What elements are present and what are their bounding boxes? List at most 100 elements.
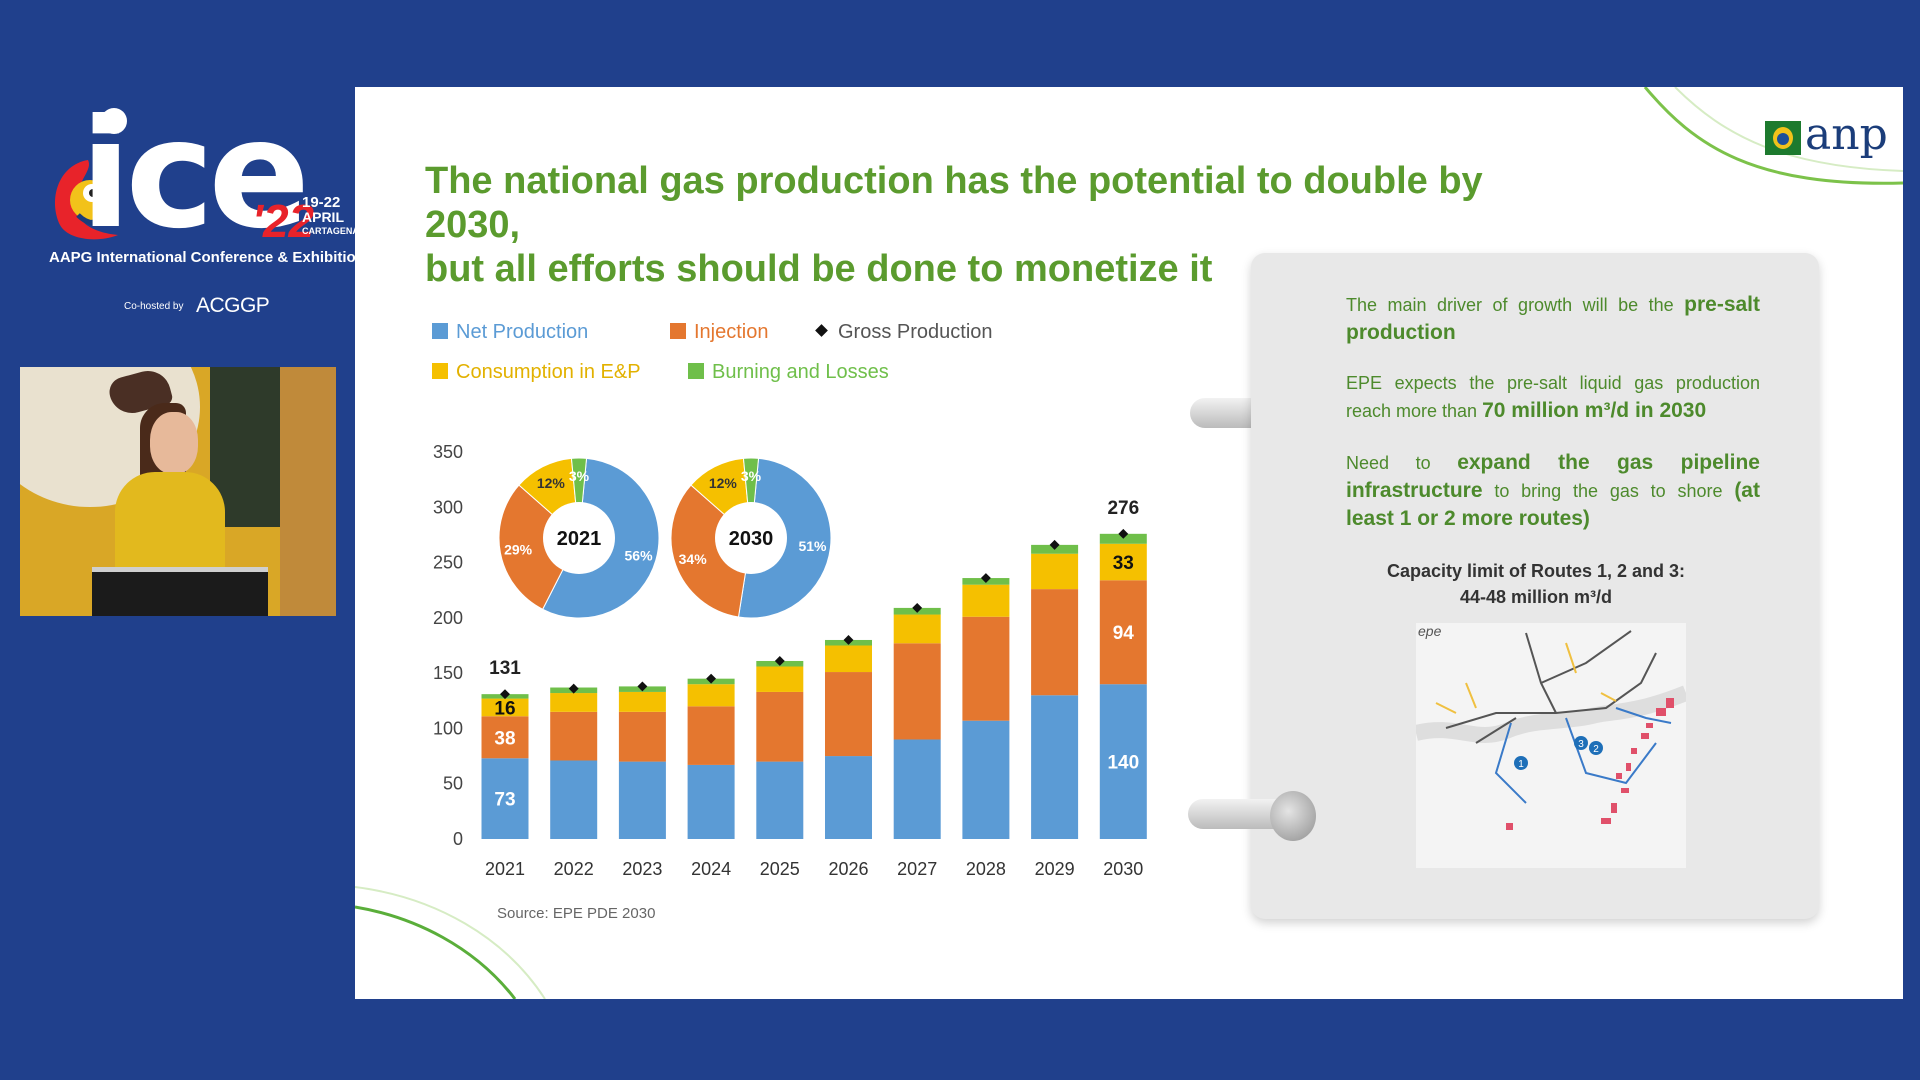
bar-consumption-2029 [1031, 553, 1079, 590]
y-tick-label: 250 [433, 553, 463, 573]
bar-consumption-2025 [756, 666, 804, 692]
pie-2021-slice-injection [498, 484, 580, 610]
bar-net-2021 [481, 758, 529, 839]
route-1-label: 1 [1518, 759, 1524, 770]
presentation-slide: The national gas production has the pote… [355, 87, 1903, 999]
pie-2030-label-consumption: 12% [709, 475, 738, 491]
y-tick-label: 50 [443, 774, 463, 794]
legend-gross: Gross Production [815, 321, 993, 344]
legend-injection-label: Injection [694, 321, 769, 343]
gross-marker-2027 [912, 602, 923, 613]
pie-2021-slice-burning [570, 457, 588, 539]
pie-2021-label-burning: 3% [569, 468, 590, 484]
pie-2021-label-net: 56% [625, 547, 654, 563]
card-point-3: Need to expand the gas pipeline infrastr… [1346, 449, 1760, 533]
anp-logo: anp [1765, 113, 1895, 157]
speaker-video[interactable] [20, 367, 336, 616]
segment-label-net-2021: 73 [494, 790, 515, 811]
pipeline-map: 1 2 3 epe [1416, 623, 1686, 868]
cohost-org: ACGGP [195, 294, 270, 317]
bar-consumption-2021 [481, 698, 529, 717]
gross-marker-2023 [637, 681, 648, 692]
card-p3-bold: expand the gas pipeline infrastructure [1346, 451, 1760, 502]
slide-title: The national gas production has the pote… [425, 159, 1525, 291]
gross-marker-2021 [500, 689, 510, 700]
gross-marker-2028 [980, 573, 991, 584]
bar-consumption-2026 [825, 645, 872, 673]
bar-net-2025 [756, 761, 804, 839]
gross-marker-2025 [774, 656, 785, 666]
bar-injection-2021 [481, 716, 529, 759]
x-tick-label-2027: 2027 [897, 859, 937, 879]
speaker-head [150, 412, 198, 474]
bar-consumption-2030 [1099, 543, 1147, 581]
legend-consumption-swatch [432, 363, 448, 379]
legend-injection: Injection [670, 321, 769, 344]
segment-label-consumption-2030: 33 [1113, 553, 1134, 574]
conference-logo: ice '22 19-22 APRIL CARTAGENA [40, 100, 360, 275]
x-tick-label-2024: 2024 [691, 859, 731, 879]
bar-consumption-2022 [550, 693, 598, 712]
gross-marker-2029 [1049, 539, 1060, 550]
x-tick-label-2023: 2023 [622, 859, 662, 879]
bar-injection-2027 [893, 643, 941, 740]
info-card: The main driver of growth will be the pr… [1251, 253, 1819, 919]
pie-2021-label-consumption: 12% [537, 475, 566, 491]
card-p3-mid: to bring the gas to shore [1494, 481, 1723, 501]
capacity-limit-text: Capacity limit of Routes 1, 2 and 3: 44-… [1311, 558, 1761, 610]
x-tick-label-2021: 2021 [485, 859, 525, 879]
bar-injection-2024 [687, 706, 735, 765]
bar-net-2024 [687, 764, 735, 839]
bar-net-2022 [550, 760, 598, 839]
gross-marker-2024 [706, 673, 717, 684]
bar-net-2026 [825, 756, 872, 839]
card-point-2: EPE expects the pre-salt liquid gas prod… [1346, 369, 1760, 425]
bar-net-2023 [618, 761, 666, 839]
slide-decor-curves [355, 87, 1903, 999]
total-label-2030: 276 [1107, 498, 1139, 519]
legend-consumption: Consumption in E&P [432, 361, 641, 384]
bar-injection-2026 [825, 672, 872, 757]
chart-source: Source: EPE PDE 2030 [497, 905, 656, 922]
bar-injection-2022 [550, 711, 598, 761]
legend-burning-label: Burning and Losses [712, 361, 889, 383]
pie-2030-slice-injection [670, 484, 752, 618]
slide-title-line1: The national gas production has the pote… [425, 160, 1483, 246]
legend-net-swatch [432, 323, 448, 339]
podium [92, 572, 268, 616]
x-tick-label-2022: 2022 [554, 859, 594, 879]
bar-injection-2023 [618, 711, 666, 762]
segment-label-net-2030: 140 [1107, 753, 1139, 774]
gross-marker-2026 [843, 635, 854, 645]
bar-injection-2028 [962, 616, 1010, 721]
ice-dot [101, 108, 127, 134]
card-p2-bold: 70 million m³/d in 2030 [1482, 399, 1707, 422]
cohost-label: Co-hosted by [124, 300, 184, 312]
pie-2030-hole [715, 502, 787, 574]
bar-injection-2029 [1031, 589, 1079, 696]
route-3-label: 3 [1578, 739, 1584, 750]
y-tick-label: 100 [433, 718, 463, 738]
total-label-2021: 131 [489, 658, 521, 679]
conference-name: AAPG International Conference & Exhibiti… [49, 249, 365, 266]
segment-label-injection-2030: 94 [1113, 623, 1135, 644]
gross-marker-2022 [568, 683, 579, 694]
segment-label-consumption-2021: 16 [494, 698, 515, 719]
capacity-line1: Capacity limit of Routes 1, 2 and 3: [1386, 561, 1686, 581]
pipeline-map-drawing: 1 2 3 [1416, 623, 1686, 868]
pie-2021-label-injection: 29% [504, 542, 533, 558]
card-p1-text: The main driver of growth will be the [1346, 295, 1674, 315]
bar-consumption-2024 [687, 684, 735, 707]
bar-consumption-2028 [962, 584, 1010, 617]
bar-injection-2030 [1099, 580, 1147, 685]
pie-2021-center-label: 2021 [557, 528, 602, 550]
x-tick-label-2029: 2029 [1035, 859, 1075, 879]
bar-net-2030 [1099, 684, 1147, 839]
x-tick-label-2025: 2025 [760, 859, 800, 879]
bar-injection-2025 [756, 691, 804, 762]
bar-net-2028 [962, 720, 1010, 839]
x-tick-label-2030: 2030 [1103, 859, 1143, 879]
bar-net-2029 [1031, 695, 1079, 839]
capacity-line2: 44-48 million m³/d [1459, 587, 1613, 607]
stacked-bar-chart: 0 50 100 150 200 250 300 350 2021 131 73 38 16 2022 20… [433, 442, 1147, 879]
